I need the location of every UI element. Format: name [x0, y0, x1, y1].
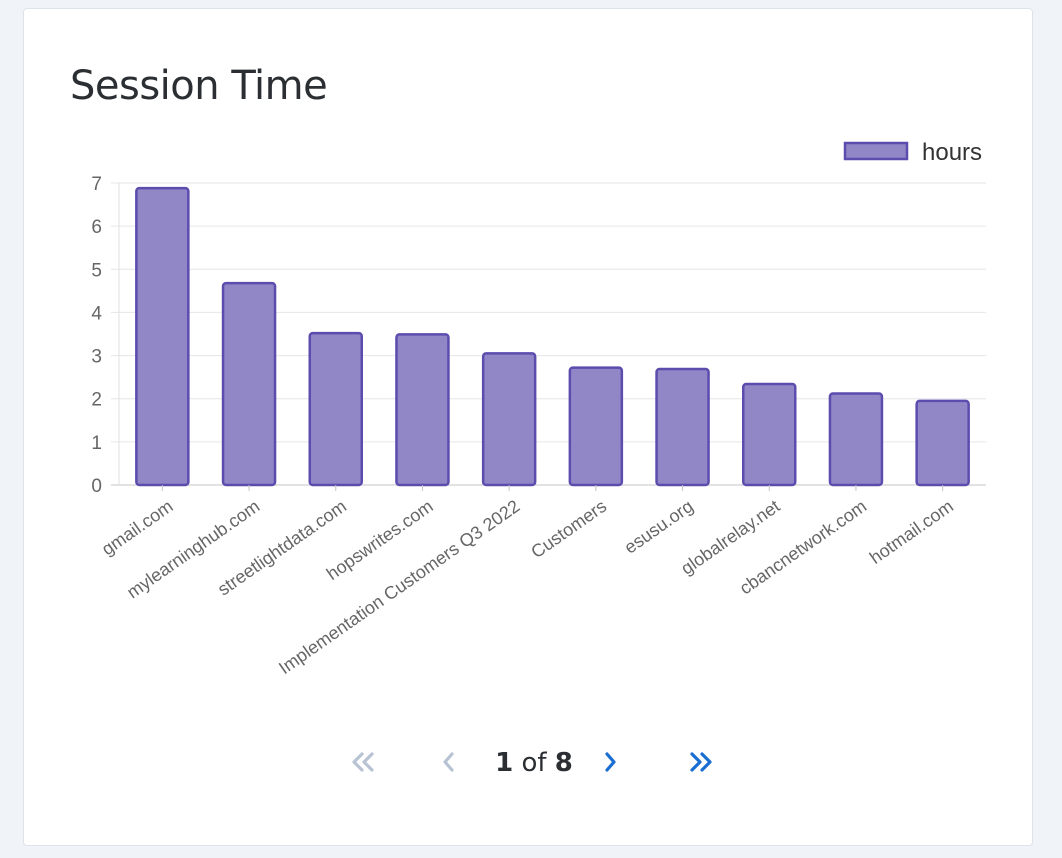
page-of-text: of [521, 748, 547, 778]
card-title: Session Time [70, 63, 328, 109]
bar-hopswrites-com[interactable] [395, 333, 450, 487]
next-page-button[interactable] [590, 748, 630, 776]
bar-cbancnetwork-com[interactable] [828, 392, 884, 487]
last-page-button[interactable] [680, 748, 720, 776]
y-tick-label: 7 [91, 174, 102, 195]
y-tick-label: 4 [91, 303, 102, 324]
y-axis-ticks: 0 1 2 3 4 5 6 7 [91, 174, 102, 497]
bar-hotmail-com[interactable] [915, 399, 970, 487]
y-tick-label: 5 [91, 260, 102, 281]
y-tick-label: 2 [91, 390, 102, 411]
double-chevron-left-icon [352, 752, 374, 772]
y-tick-label: 0 [91, 476, 102, 497]
previous-page-button[interactable] [429, 748, 469, 776]
x-axis-ticks: gmail.commylearninghub.comstreetlightdat… [98, 485, 957, 678]
page-indicator: 1 of 8 [479, 748, 589, 778]
legend[interactable]: hours [843, 139, 982, 166]
first-page-button[interactable] [344, 748, 384, 776]
bar-streetlightdata-com[interactable] [308, 331, 363, 487]
chevron-right-icon [605, 752, 616, 772]
chevron-left-icon [443, 752, 454, 772]
y-tick-label: 1 [91, 433, 102, 454]
bar-customers[interactable] [568, 366, 624, 487]
current-page: 1 [495, 748, 514, 778]
total-pages: 8 [554, 748, 573, 778]
y-tick-label: 6 [91, 217, 102, 238]
double-chevron-right-icon [690, 752, 712, 772]
x-tick-label: esusu.org [621, 496, 697, 558]
session-time-chart: 0 1 2 3 4 5 6 7 gmail.commylearninghub.comstree… [91, 139, 986, 678]
bar-mylearninghub-com[interactable] [221, 281, 277, 487]
bars [135, 186, 970, 487]
bar-globalrelay-net[interactable] [742, 382, 797, 487]
y-tick-label: 3 [91, 347, 102, 368]
pagination: 1 of 8 [24, 742, 1034, 782]
bar-implementation-customers-q3-2022[interactable] [481, 352, 537, 487]
bar-esusu-org[interactable] [655, 367, 710, 487]
bar-gmail-com[interactable] [135, 186, 190, 487]
legend-swatch[interactable] [843, 141, 909, 161]
x-tick-label: Customers [527, 496, 610, 562]
x-tick-label: hotmail.com [866, 496, 957, 568]
legend-label-hours[interactable]: hours [922, 139, 982, 166]
x-tick-label: gmail.com [98, 496, 177, 559]
session-time-card: Session Time 0 1 2 3 4 5 6 7 gmail.com mylearnin… [23, 8, 1033, 846]
